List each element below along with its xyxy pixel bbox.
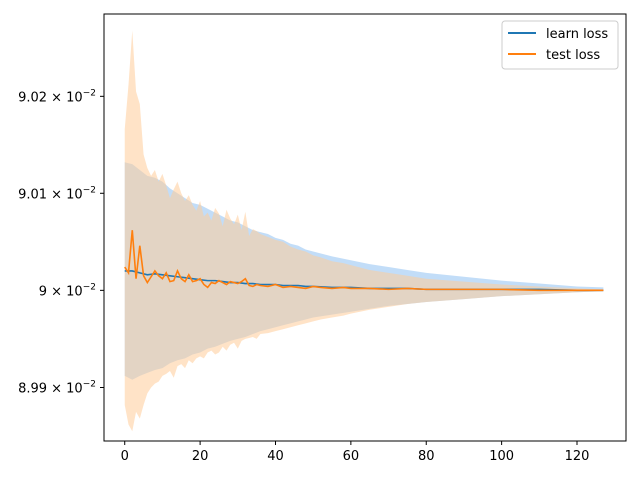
y-tick-label: 9.02 × 10−2 <box>18 88 96 105</box>
axes-frame <box>103 13 627 442</box>
y-axis: 8.99 × 10−2 9 × 10−2 9.01 × 10−2 9.02 × 10−… <box>18 88 104 397</box>
legend-label: learn loss <box>546 27 608 42</box>
x-tick-label: 60 <box>343 449 360 464</box>
x-tick-label: 20 <box>192 449 209 464</box>
x-tick-label: 100 <box>489 449 514 464</box>
x-tick-label: 40 <box>267 449 284 464</box>
series-lines <box>124 230 604 292</box>
legend-label: test loss <box>546 48 600 63</box>
legend: learn loss test loss <box>501 20 619 70</box>
y-tick-label: 9 × 10−2 <box>39 282 96 299</box>
confidence-bands <box>124 30 604 432</box>
line-test-loss <box>124 230 604 292</box>
y-tick-label: 9.01 × 10−2 <box>18 185 96 202</box>
band-test-loss <box>124 30 604 432</box>
y-tick-label: 8.99 × 10−2 <box>18 380 96 397</box>
x-axis: 0 20 40 60 80 100 120 <box>121 441 590 464</box>
x-tick-label: 80 <box>418 449 435 464</box>
x-tick-label: 0 <box>121 449 129 464</box>
x-tick-label: 120 <box>565 449 590 464</box>
